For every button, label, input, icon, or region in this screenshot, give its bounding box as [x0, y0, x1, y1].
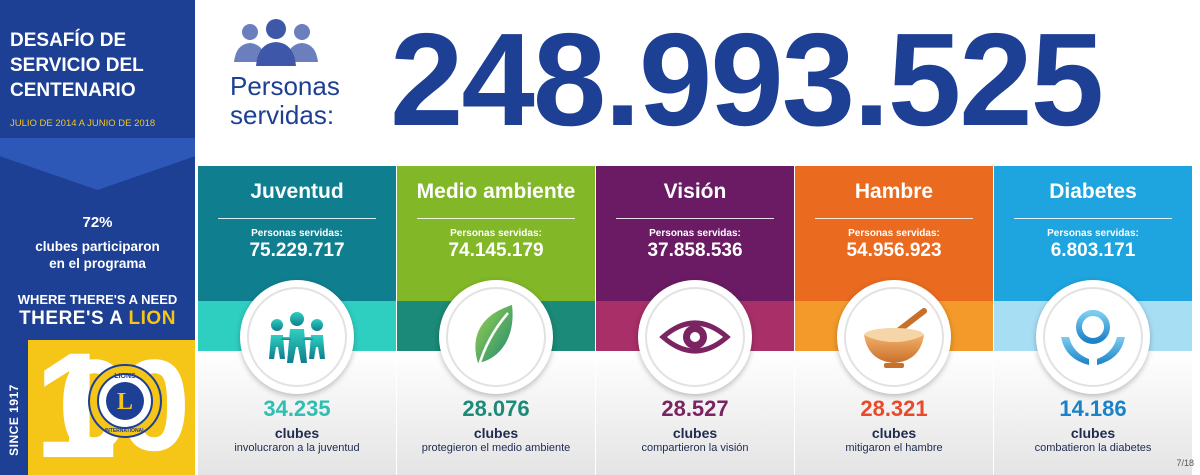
clubs-number: 28.076 [462, 396, 530, 421]
sidebar-dates: JULIO DE 2014 A JUNIO DE 2018 [10, 118, 156, 129]
column-title: Diabetes [1049, 180, 1137, 203]
since-text: SINCE 1917 [7, 384, 21, 456]
bowl-icon [864, 308, 927, 368]
participation-desc-line: clubes participaron [35, 239, 160, 254]
column-divider [417, 218, 575, 219]
clubs-number: 34.235 [263, 396, 331, 421]
column-title: Medio ambiente [416, 180, 576, 203]
icon-circle [638, 280, 752, 394]
clubs-description: compartieron la visión [641, 442, 749, 454]
category-column-hambre: Hambre Personas servidas: 54.956.923 28.… [795, 166, 993, 475]
icon-circle-ring [247, 287, 347, 387]
icon-circle [240, 280, 354, 394]
participation-desc-line: en el programa [49, 256, 146, 271]
eye-icon [659, 320, 731, 354]
category-column-diabetes: Diabetes Personas servidas: 6.803.171 14… [994, 166, 1192, 475]
column-divider [1014, 218, 1172, 219]
slogan-line-2: THERE'S A LION [0, 308, 195, 330]
clubs-description: combatieron la diabetes [1034, 442, 1152, 454]
served-value: 75.229.717 [249, 240, 345, 261]
column-header-bg [795, 166, 993, 301]
icon-circle-ring [844, 287, 944, 387]
served-label: Personas servidas: [450, 228, 542, 239]
slogan-line-1: WHERE THERE'S A NEED [17, 292, 178, 307]
page-number: 7/18 [1176, 458, 1194, 468]
leaf-icon [475, 305, 513, 370]
total-persons-served: 248.993.525 [390, 6, 1104, 153]
column-divider [218, 218, 376, 219]
slogan-highlight: LION [128, 308, 176, 329]
hands-ring-icon [1061, 310, 1125, 365]
persons-label-line: servidas: [230, 100, 335, 130]
children-icon [269, 312, 325, 363]
people-group-icon [234, 19, 318, 66]
served-label: Personas servidas: [848, 228, 940, 239]
icon-circle [1036, 280, 1150, 394]
clubs-label: clubes [672, 425, 718, 441]
clubs-label: clubes [274, 425, 320, 441]
clubs-number: 28.321 [860, 396, 928, 421]
clubs-label: clubes [1070, 425, 1116, 441]
column-divider [616, 218, 774, 219]
clubs-description: mitigaron el hambre [845, 442, 943, 454]
served-label: Personas servidas: [649, 228, 741, 239]
persons-label-line: Personas [230, 71, 340, 101]
clubs-description: protegieron el medio ambiente [421, 442, 571, 454]
icon-circle [439, 280, 553, 394]
clubs-description: involucraron a la juventud [234, 442, 360, 454]
centennial-badge: SINCE 1917 1 0 0 L LIONS INTERNATIONAL [0, 330, 195, 475]
served-label: Personas servidas: [1047, 228, 1139, 239]
lions-logo-icon: L LIONS INTERNATIONAL [88, 364, 162, 438]
column-header-bg [596, 166, 794, 301]
category-column-medio-ambiente: Medio ambiente Personas servidas: 74.145… [397, 166, 595, 475]
chevron-down-icon [0, 138, 195, 190]
clubs-label: clubes [871, 425, 917, 441]
sidebar-title: DESAFÍO DE SERVICIO DEL CENTENARIO [10, 28, 190, 103]
icon-circle-ring [446, 287, 546, 387]
category-column-juventud: Juventud Personas servidas: 75.229.717 3… [198, 166, 396, 475]
served-label: Personas servidas: [251, 228, 343, 239]
icon-circle-ring [1043, 287, 1143, 387]
sidebar-title-line: CENTENARIO [10, 80, 136, 101]
served-value: 74.145.179 [448, 240, 544, 261]
column-title: Visión [663, 180, 727, 203]
slogan-prefix: THERE'S A [19, 308, 129, 329]
logo-letter: L [117, 389, 133, 415]
column-header-bg [397, 166, 595, 301]
category-column-vision: Visión Personas servidas: 37.858.536 28.… [596, 166, 794, 475]
clubs-number: 14.186 [1059, 396, 1127, 421]
persons-served-label: Personas servidas: [230, 72, 340, 130]
participation-percent: 72% [82, 214, 113, 231]
since-band: SINCE 1917 [0, 340, 28, 475]
column-title: Hambre [854, 180, 934, 203]
column-header-bg [198, 166, 396, 301]
column-divider [815, 218, 973, 219]
clubs-number: 28.527 [661, 396, 729, 421]
sidebar: DESAFÍO DE SERVICIO DEL CENTENARIO JULIO… [0, 0, 195, 475]
column-header-bg [994, 166, 1192, 301]
sidebar-title-line: DESAFÍO DE [10, 30, 127, 51]
served-value: 6.803.171 [1050, 240, 1136, 261]
served-value: 54.956.923 [846, 240, 942, 261]
logo-text-bottom: INTERNATIONAL [105, 428, 145, 434]
sidebar-title-line: SERVICIO DEL [10, 55, 144, 76]
icon-circle-ring [645, 287, 745, 387]
clubs-label: clubes [473, 425, 519, 441]
served-value: 37.858.536 [647, 240, 743, 261]
icon-circle [837, 280, 951, 394]
column-title: Juventud [250, 180, 344, 203]
logo-text-top: LIONS [114, 373, 136, 380]
participation-description: clubes participaron en el programa [0, 238, 195, 272]
